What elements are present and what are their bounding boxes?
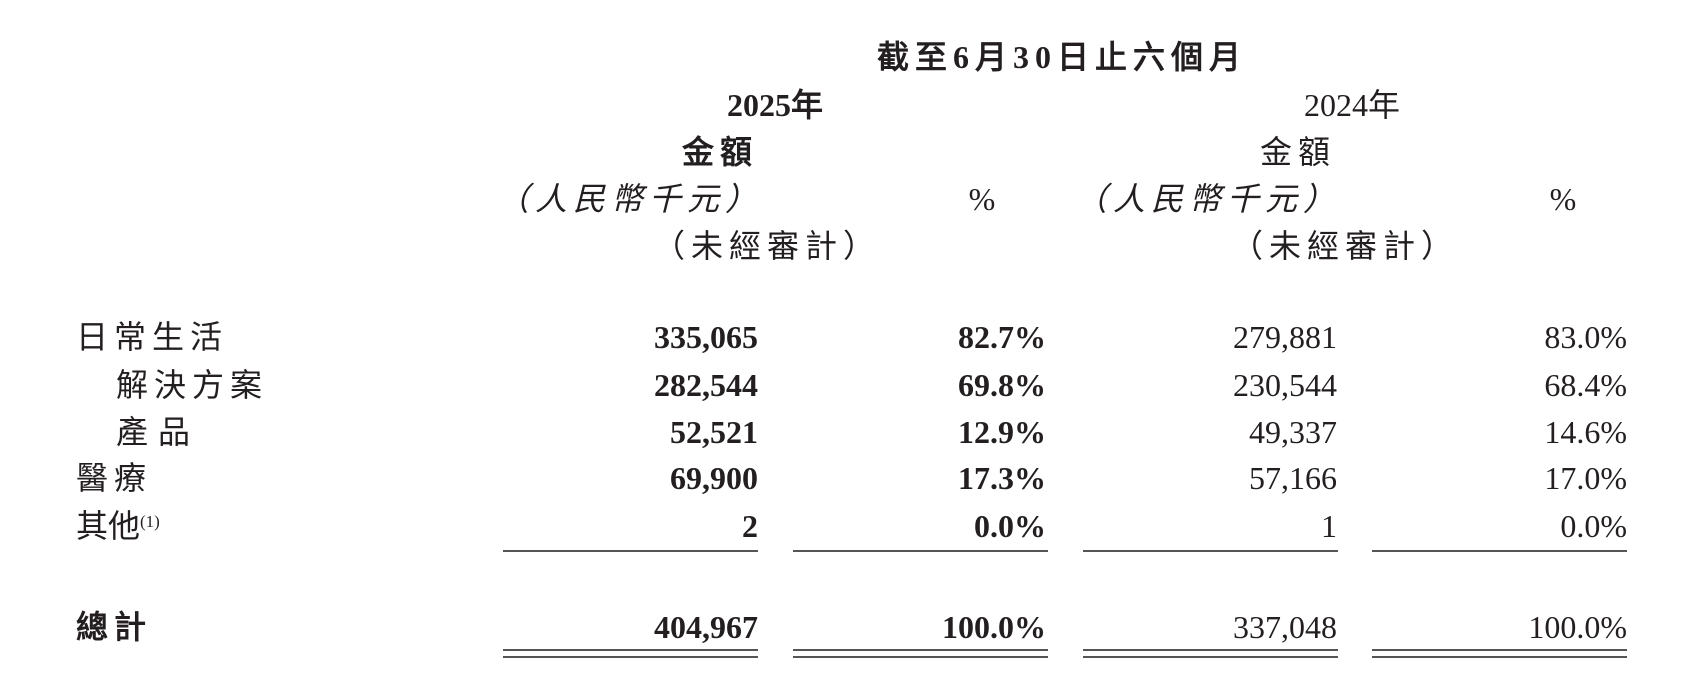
pct-2024: 17.0% — [1544, 460, 1627, 496]
value-2025: 282,544 — [654, 367, 758, 403]
year-2024-header: 2024年 — [1303, 87, 1401, 123]
total-double-rule — [1083, 649, 1338, 651]
footnote-ref: (1) — [140, 512, 160, 531]
pct-2024: 68.4% — [1544, 367, 1627, 403]
year-2025-header: 2025年 — [726, 87, 824, 123]
pct-2024: 0.0% — [1560, 508, 1627, 544]
value-2024: 279,881 — [1233, 319, 1337, 355]
value-2024: 57,166 — [1249, 460, 1337, 496]
unit-label-2025: （人民幣千元） — [496, 181, 764, 217]
amount-label-2025: 金額 — [681, 134, 759, 170]
pct-2024: 83.0% — [1544, 319, 1627, 355]
total-pct-2025: 100.0% — [942, 609, 1046, 645]
subtotal-rule — [1083, 550, 1338, 552]
row-label: 產品 — [116, 414, 201, 450]
audit-label-2025: （未經審計） — [652, 228, 882, 264]
total-label: 總計 — [76, 609, 153, 645]
pct-2025: 0.0% — [974, 508, 1046, 544]
total-double-rule — [1083, 656, 1338, 658]
value-2025: 335,065 — [654, 319, 758, 355]
pct-2024: 14.6% — [1544, 414, 1627, 450]
unit-label-2024: （人民幣千元） — [1074, 181, 1342, 217]
pct-2025: 69.8% — [958, 367, 1046, 403]
total-double-rule — [503, 649, 758, 651]
total-double-rule — [1372, 656, 1627, 658]
total-double-rule — [503, 656, 758, 658]
value-2025: 52,521 — [670, 414, 758, 450]
value-2024: 230,544 — [1233, 367, 1337, 403]
row-label-text: 其他 — [76, 508, 141, 544]
total-2024: 337,048 — [1233, 609, 1337, 645]
subtotal-rule — [1372, 550, 1627, 552]
pct-2025: 82.7% — [958, 319, 1046, 355]
total-double-rule — [793, 656, 1048, 658]
value-2025: 69,900 — [670, 460, 758, 496]
subtotal-rule — [503, 550, 758, 552]
pct-label-2024: % — [1549, 181, 1577, 217]
pct-label-2025: % — [968, 181, 996, 217]
value-2024: 49,337 — [1249, 414, 1337, 450]
total-double-rule — [1372, 649, 1627, 651]
row-label: 日常生活 — [76, 319, 229, 355]
amount-label-2024: 金額 — [1259, 134, 1337, 170]
pct-2025: 12.9% — [958, 414, 1046, 450]
value-2024: 1 — [1321, 508, 1337, 544]
total-2025: 404,967 — [654, 609, 758, 645]
value-2025: 2 — [742, 508, 758, 544]
row-label: 醫療 — [76, 460, 153, 496]
row-label: 解決方案 — [116, 367, 269, 403]
total-pct-2024: 100.0% — [1528, 609, 1627, 645]
period-header: 截至6月30日止六個月 — [876, 39, 1248, 75]
total-double-rule — [793, 649, 1048, 651]
pct-2025: 17.3% — [958, 460, 1046, 496]
row-label: 其他(1) — [76, 508, 160, 544]
subtotal-rule — [793, 550, 1048, 552]
audit-label-2024: （未經審計） — [1230, 228, 1460, 264]
